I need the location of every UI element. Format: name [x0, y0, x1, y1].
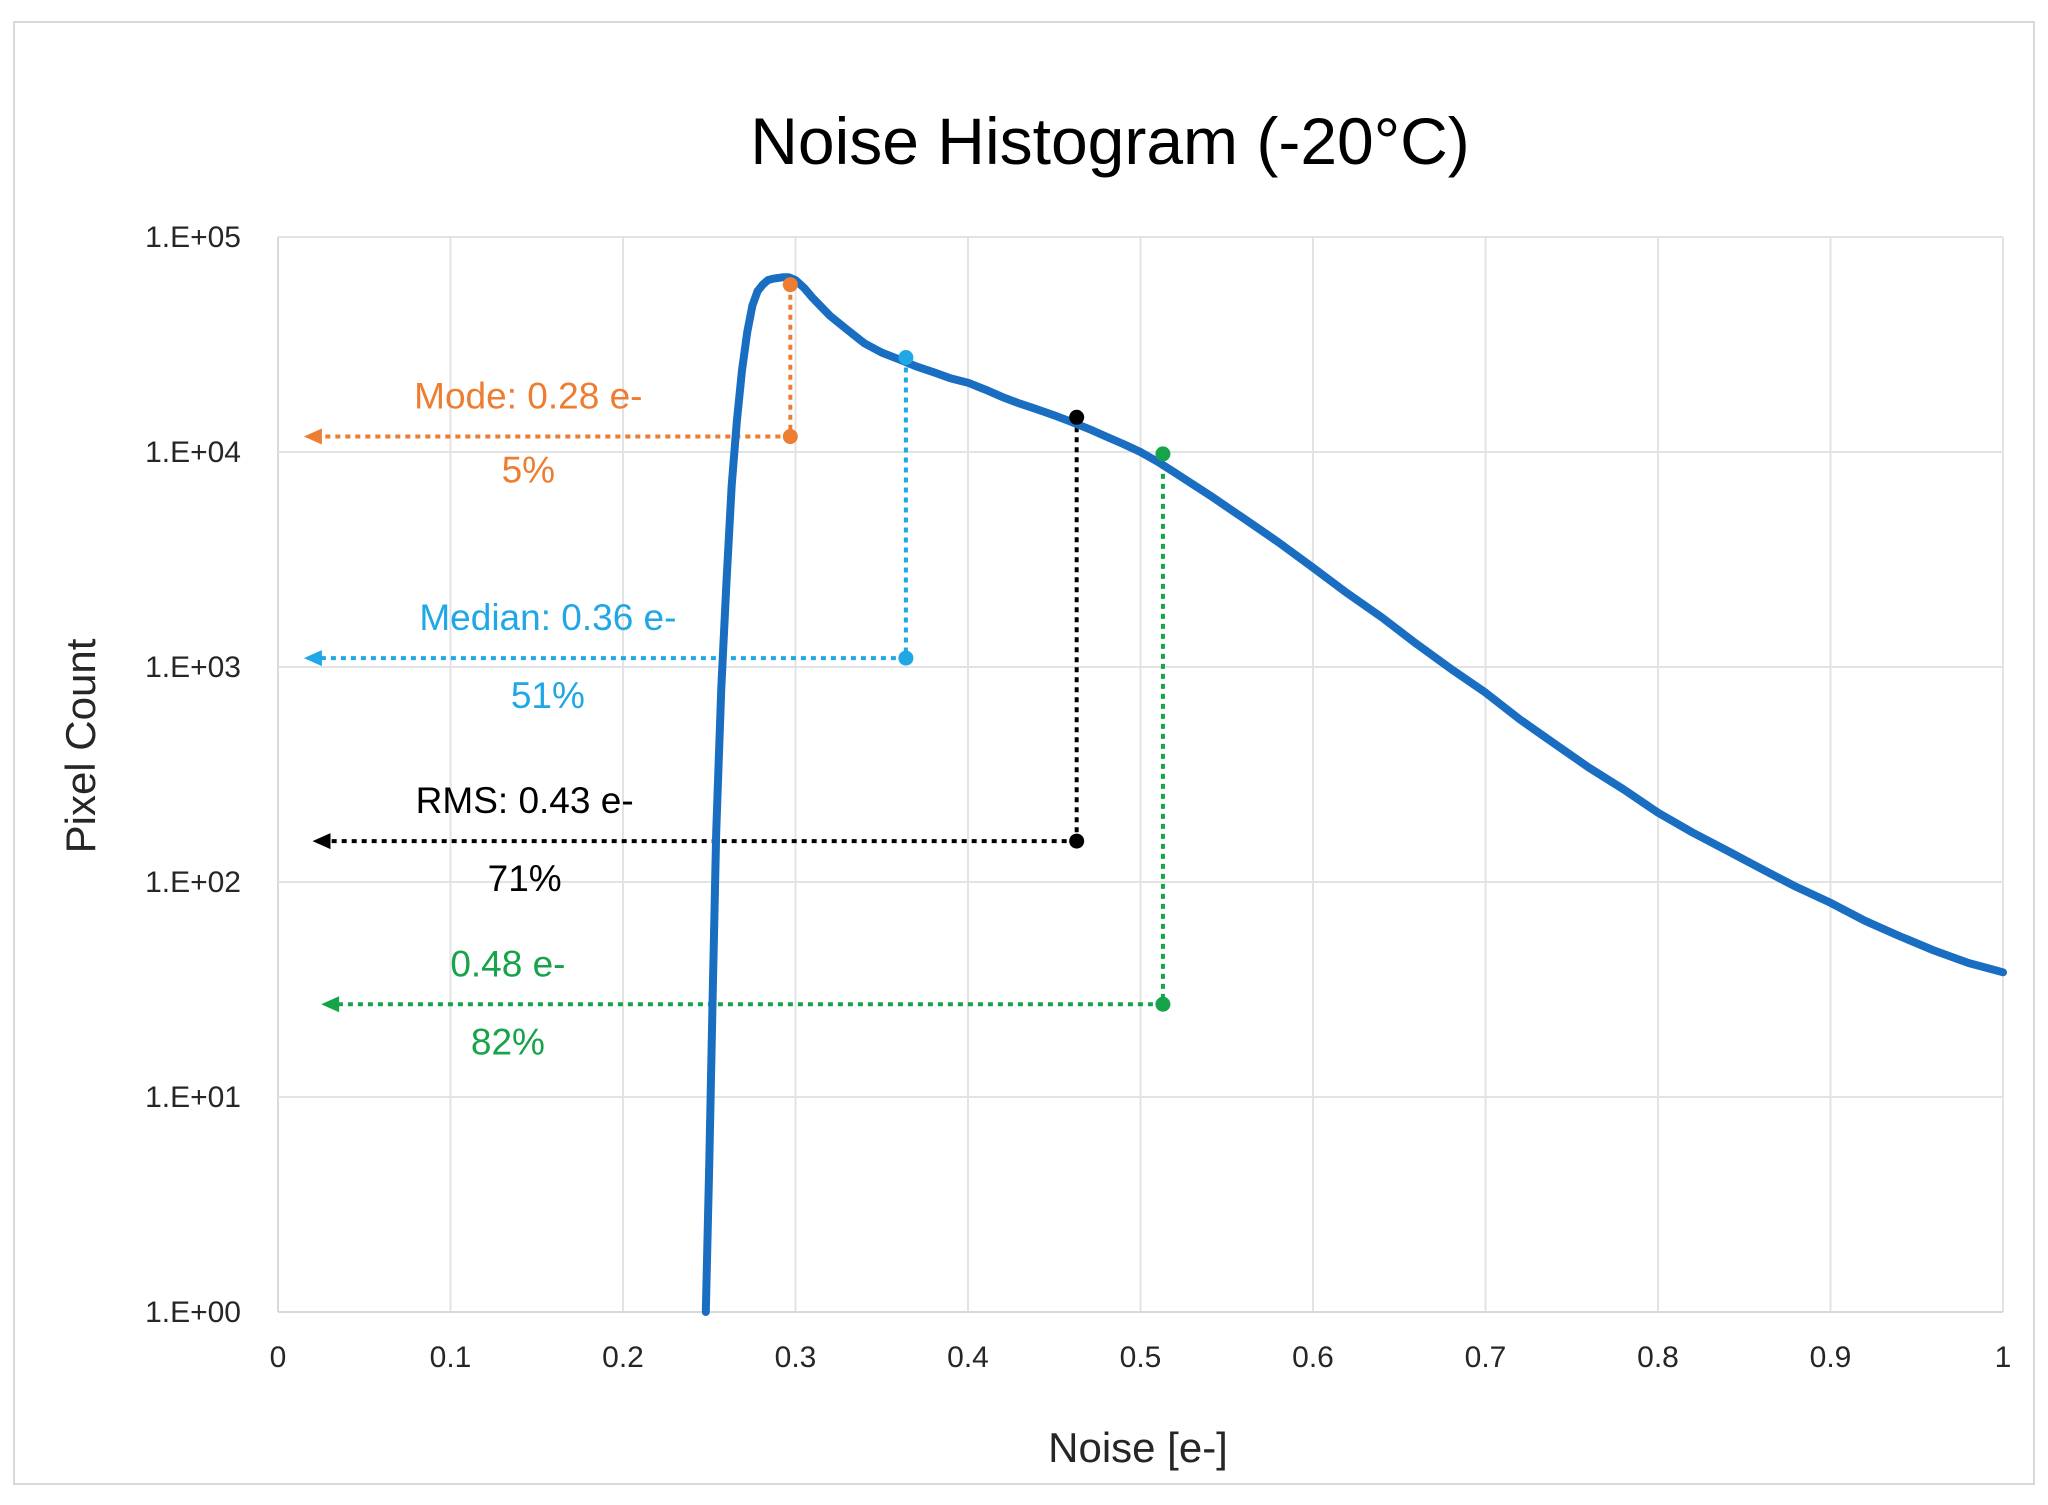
annotation-curve-point	[782, 277, 798, 293]
annotation-arrow-point	[1069, 833, 1085, 849]
y-tick-label: 1.E+02	[145, 866, 241, 899]
x-tick-label: 0.2	[602, 1341, 644, 1374]
x-tick-label: 0.1	[430, 1341, 472, 1374]
x-axis-title: Noise [e-]	[1048, 1424, 1228, 1471]
x-tick-label: 0.3	[775, 1341, 817, 1374]
tick-layer: 0 0.1 0.2 0.3 0.4 0.5 0.6 0.7 0.8 0.9 1 1.E+00 1.E+0…	[145, 221, 2011, 1374]
annotation-percent: 82%	[471, 1021, 545, 1062]
grid-layer	[277, 236, 2004, 1313]
chart-title: Noise Histogram (-20°C)	[750, 104, 1470, 178]
y-tick-label: 1.E+01	[145, 1081, 241, 1114]
annotation-curve-point	[1155, 446, 1171, 462]
y-tick-label: 1.E+00	[145, 1296, 241, 1329]
annotation-curve-point	[1069, 409, 1085, 425]
annotation-arrow-point	[782, 429, 798, 445]
x-tick-label: 0.8	[1637, 1341, 1679, 1374]
y-tick-label: 1.E+04	[145, 436, 241, 469]
x-tick-label: 0.9	[1810, 1341, 1852, 1374]
x-tick-label: 0	[270, 1341, 287, 1374]
y-axis-title: Pixel Count	[57, 638, 104, 853]
y-tick-label: 1.E+03	[145, 651, 241, 684]
annotation-label: Median: 0.36 e-	[419, 597, 676, 638]
annotation-curve-point	[898, 350, 914, 366]
guide-layer	[303, 284, 1165, 1013]
y-tick-label: 1.E+05	[145, 221, 241, 254]
annotation-percent: 71%	[488, 858, 562, 899]
chart-border	[13, 21, 2035, 1485]
label-layer: Mode: 0.28 e- 5% Median: 0.36 e- 51% RMS: 0.…	[414, 376, 676, 1063]
x-tick-label: 0.6	[1292, 1341, 1334, 1374]
x-tick-label: 1	[1995, 1341, 2012, 1374]
annotation-arrow-point	[1155, 996, 1171, 1012]
curve-layer	[701, 273, 2007, 1316]
annotation-label: 0.48 e-	[450, 943, 565, 984]
x-tick-label: 0.5	[1120, 1341, 1162, 1374]
annotation-label: RMS: 0.43 e-	[416, 780, 634, 821]
noise-distribution-line	[701, 273, 2007, 1316]
annotation-label: Mode: 0.28 e-	[414, 376, 642, 417]
x-tick-label: 0.7	[1465, 1341, 1507, 1374]
marker-layer	[782, 277, 1171, 1012]
annotation-percent: 51%	[511, 675, 585, 716]
annotation-percent: 5%	[502, 450, 555, 491]
x-tick-label: 0.4	[947, 1341, 989, 1374]
annotation-arrowhead	[303, 650, 322, 667]
annotation-arrowhead	[303, 428, 322, 445]
annotation-arrowhead	[321, 996, 340, 1013]
annotation-arrowhead	[312, 833, 331, 850]
annotation-arrow-point	[898, 650, 914, 666]
